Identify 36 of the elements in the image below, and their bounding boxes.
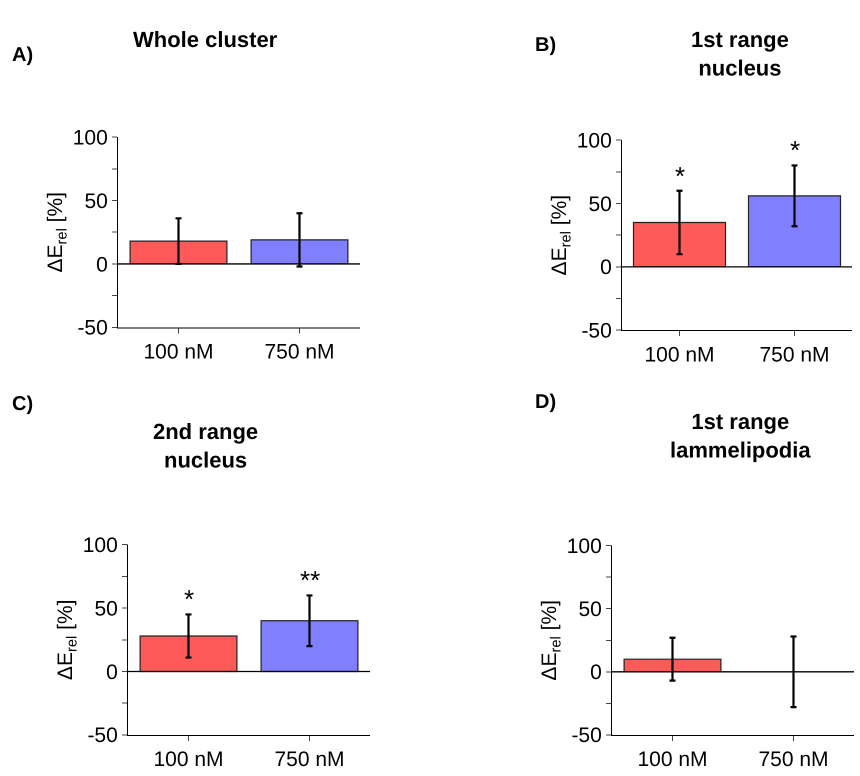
y-tick-label: 0 bbox=[96, 253, 108, 276]
x-tick-label: 750 nM bbox=[758, 748, 829, 772]
x-tick-label: 100 nM bbox=[644, 343, 715, 366]
text: C) bbox=[12, 393, 34, 415]
annotation: * bbox=[675, 161, 686, 191]
chart-title: 1st range nucleus bbox=[691, 27, 789, 81]
x-tick-label: 750 nM bbox=[274, 748, 345, 772]
text: B) bbox=[535, 34, 556, 56]
x-tick-label: 750 nM bbox=[759, 343, 830, 366]
chart-title: Whole cluster bbox=[133, 27, 278, 52]
y-tick-label: 100 bbox=[82, 534, 118, 558]
y-tick-label: 0 bbox=[590, 661, 602, 684]
y-tick-label: 100 bbox=[566, 535, 602, 558]
x-tick-label: 750 nM bbox=[264, 340, 335, 364]
y-tick-label: 50 bbox=[94, 597, 118, 620]
x-tick-label: 100 nM bbox=[637, 748, 708, 772]
y-tick-label: -50 bbox=[581, 320, 612, 343]
x-tick-label: 100 nM bbox=[153, 748, 224, 772]
y-tick-label: -50 bbox=[87, 724, 118, 748]
chart-title: 2nd range nucleus bbox=[153, 419, 258, 473]
y-tick-label: 100 bbox=[576, 129, 612, 152]
y-tick-label: 50 bbox=[578, 598, 602, 622]
text: D) bbox=[535, 391, 556, 413]
chart-title: 1st range lammelipodia bbox=[670, 409, 812, 463]
y-tick-label: -50 bbox=[571, 724, 602, 748]
y-tick-label: 50 bbox=[588, 192, 612, 216]
annotation: * bbox=[184, 584, 194, 614]
y-tick-label: -50 bbox=[77, 316, 108, 340]
x-tick-label: 100 nM bbox=[143, 340, 214, 364]
y-tick-label: 50 bbox=[84, 190, 108, 213]
annotation: * bbox=[790, 135, 800, 165]
text: A) bbox=[12, 44, 34, 66]
y-tick-label: 100 bbox=[72, 126, 108, 150]
annotation: ** bbox=[300, 565, 320, 595]
y-tick-label: 0 bbox=[600, 256, 612, 280]
y-tick-label: 0 bbox=[106, 660, 118, 684]
